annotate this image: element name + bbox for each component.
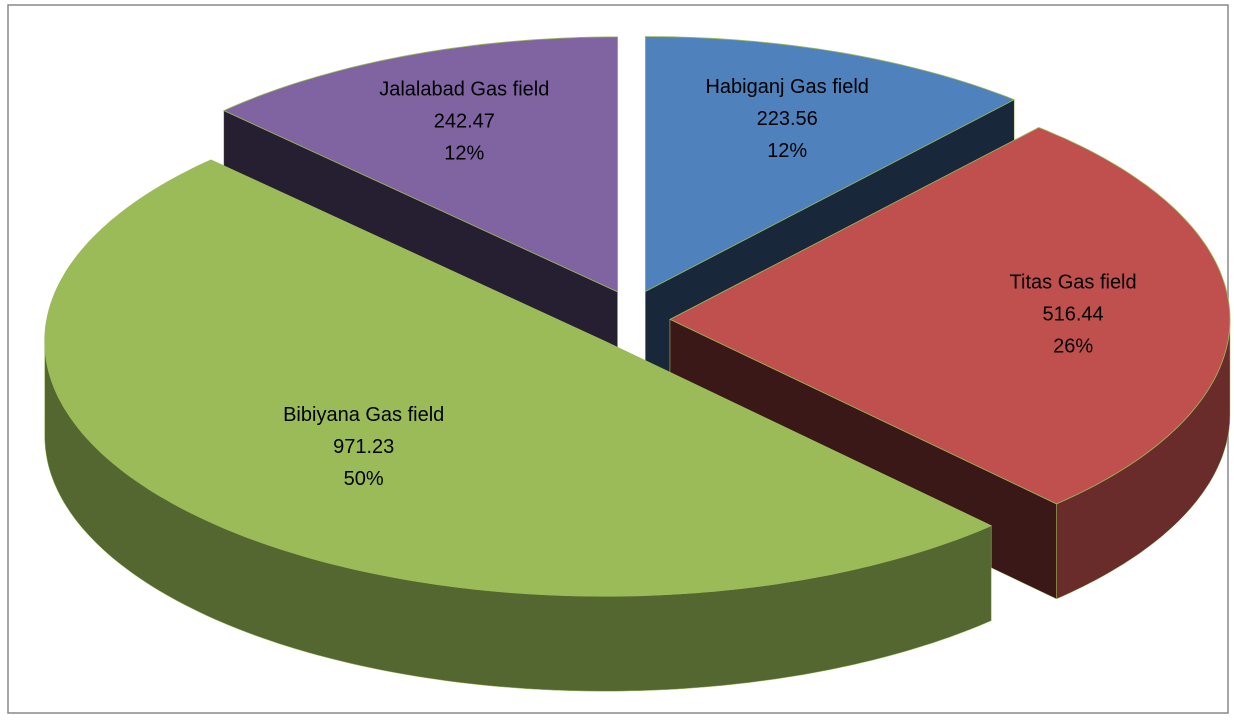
slice-top [645, 36, 1016, 293]
data-label-name: Bibiyana Gas field [283, 404, 444, 426]
data-label-value: 971.23 [333, 436, 394, 458]
data-label-name: Jalalabad Gas field [379, 78, 549, 100]
data-label-name: Titas Gas field [1010, 272, 1137, 294]
data-label-value: 223.56 [757, 108, 818, 130]
data-label-percent: 50% [344, 468, 384, 490]
data-label-value: 242.47 [434, 110, 495, 132]
data-label-percent: 12% [444, 142, 484, 164]
slice-top [44, 159, 993, 597]
data-label-name: Habiganj Gas field [705, 76, 868, 98]
slice-top [222, 36, 618, 293]
data-label-value: 516.44 [1043, 304, 1104, 326]
data-label-percent: 26% [1053, 336, 1093, 358]
slice-top [669, 127, 1231, 505]
slice [44, 159, 993, 692]
data-label-percent: 12% [767, 140, 807, 162]
